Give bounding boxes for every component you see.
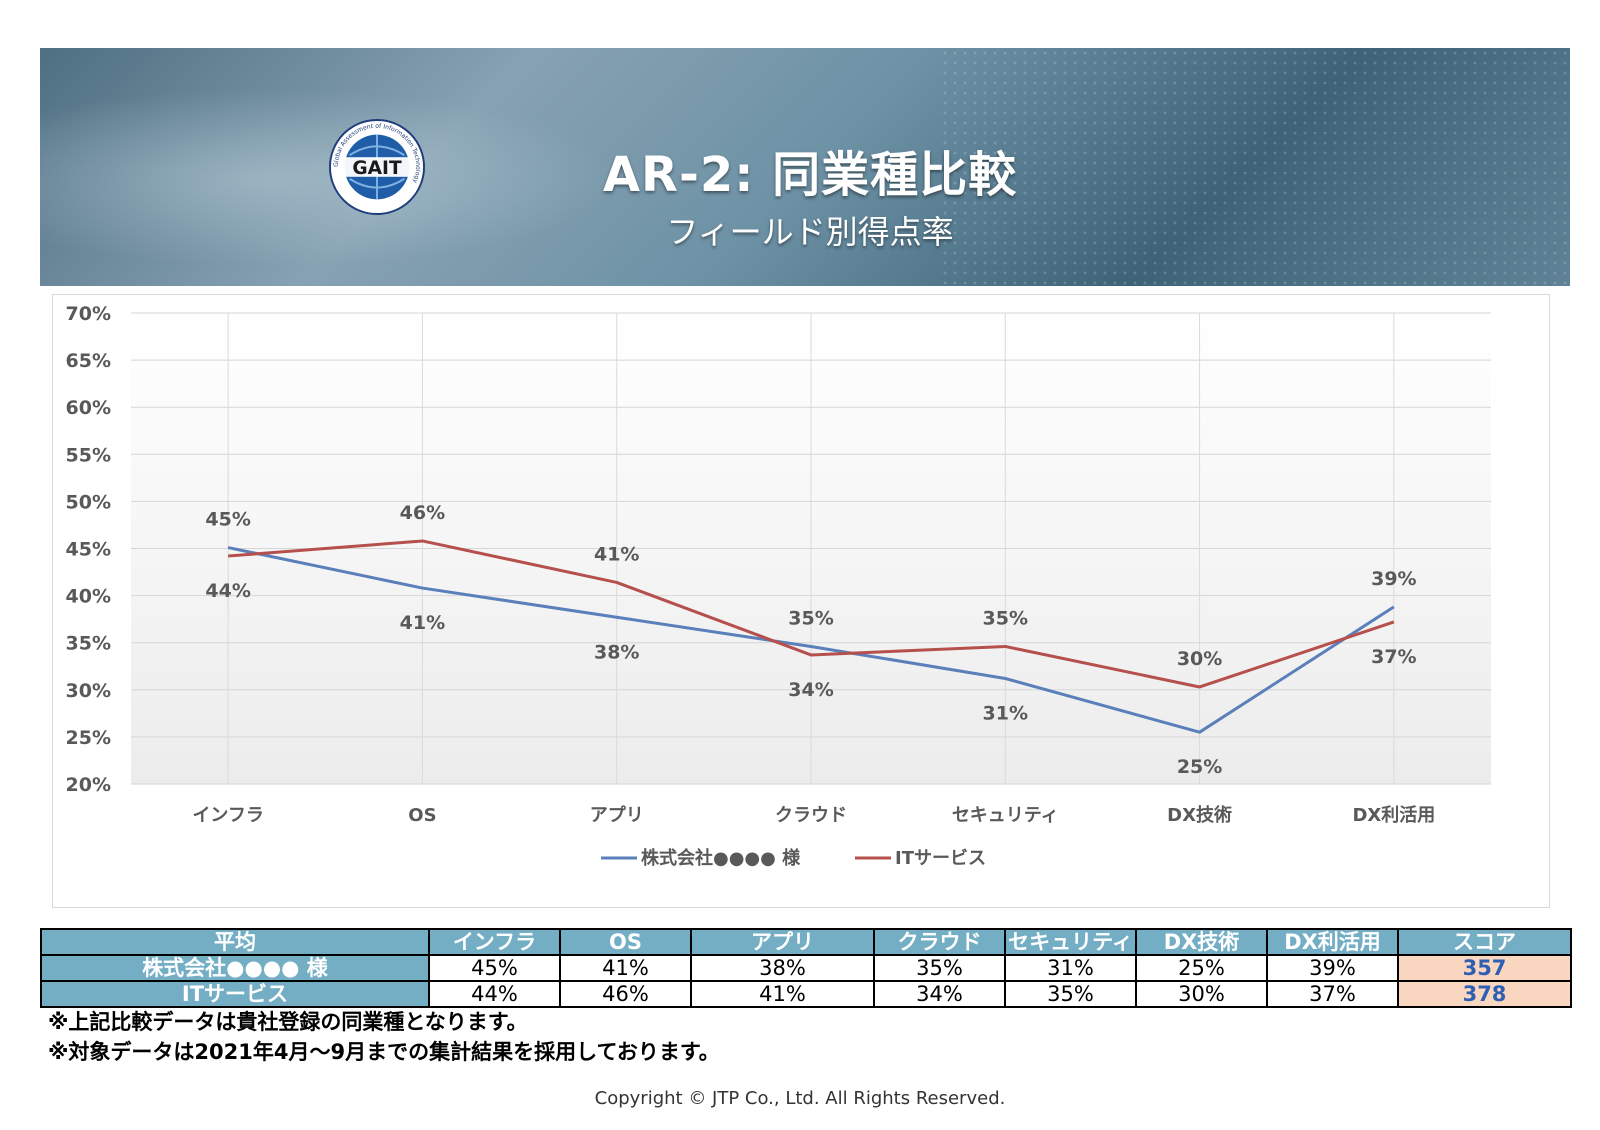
data-label: 31% — [983, 702, 1028, 724]
data-label: 46% — [400, 502, 445, 524]
data-label: 45% — [205, 509, 250, 531]
logo-mark: GAIT — [352, 158, 402, 179]
header-cell: スコア — [1397, 928, 1572, 956]
copyright: Copyright © JTP Co., Ltd. All Rights Res… — [594, 1088, 1006, 1109]
banner-glow — [40, 88, 620, 268]
y-tick-label: 25% — [66, 727, 111, 749]
table-cell: 44% — [428, 980, 561, 1008]
data-label: 30% — [1177, 648, 1222, 670]
y-tick-label: 20% — [66, 774, 111, 796]
y-tick-label: 50% — [66, 491, 111, 513]
header-cell: DX利活用 — [1266, 928, 1399, 956]
header-cell: クラウド — [873, 928, 1006, 956]
legend-label: ITサービス — [895, 848, 986, 869]
y-tick-label: 35% — [66, 633, 111, 655]
table-header-row: 平均 インフラ OS アプリ クラウド セキュリティ DX技術 DX利活用 スコ… — [40, 928, 1572, 956]
table-cell: 35% — [1004, 980, 1137, 1008]
data-label: 34% — [788, 679, 833, 701]
y-tick-label: 40% — [66, 586, 111, 608]
data-label: 35% — [788, 607, 833, 629]
data-label: 41% — [594, 543, 639, 565]
line-chart: 20% 25% 30% 35% 40% 45% 50% 55% 60% 65% 70% インフラ OS ア… — [66, 303, 1491, 869]
x-tick-label: セキュリティ — [952, 805, 1059, 826]
data-label: 25% — [1177, 756, 1222, 778]
footnote: ※対象データは2021年4月～9月までの集計結果を採用しております。 — [48, 1040, 720, 1064]
x-tick-label: DX技術 — [1167, 804, 1232, 826]
header-cell: アプリ — [690, 928, 875, 956]
chart-frame: 20% 25% 30% 35% 40% 45% 50% 55% 60% 65% 70% インフラ OS ア… — [52, 294, 1550, 908]
y-tick-label: 70% — [66, 303, 111, 325]
y-tick-label: 55% — [66, 444, 111, 466]
score-cell: 357 — [1397, 954, 1572, 982]
table-row: ITサービス 44% 46% 41% 34% 35% 30% 37% 378 — [40, 980, 1572, 1008]
row-label: 株式会社●●●● 様 — [40, 954, 430, 982]
row-label: ITサービス — [40, 980, 430, 1008]
gait-logo: GAIT Global Assessment of Information Te… — [328, 118, 426, 216]
header-cell: DX技術 — [1135, 928, 1268, 956]
y-tick-label: 30% — [66, 680, 111, 702]
summary-table: 平均 インフラ OS アプリ クラウド セキュリティ DX技術 DX利活用 スコ… — [40, 928, 1572, 1008]
score-cell: 378 — [1397, 980, 1572, 1008]
table-cell: 38% — [690, 954, 875, 982]
table-cell: 45% — [428, 954, 561, 982]
banner-pattern — [940, 48, 1570, 286]
header-cell: OS — [559, 928, 692, 956]
table-cell: 31% — [1004, 954, 1137, 982]
data-label: 44% — [205, 580, 250, 602]
data-label: 39% — [1371, 568, 1416, 590]
y-tick-label: 60% — [66, 397, 111, 419]
table-cell: 41% — [690, 980, 875, 1008]
data-label: 37% — [1371, 646, 1416, 668]
table-cell: 37% — [1266, 980, 1399, 1008]
table-cell: 35% — [873, 954, 1006, 982]
x-tick-label: クラウド — [775, 805, 847, 826]
data-label: 38% — [594, 641, 639, 663]
page-title: AR-2: 同業種比較 — [602, 147, 1018, 203]
x-tick-label: インフラ — [192, 805, 263, 826]
data-label: 41% — [400, 612, 445, 634]
header-cell: インフラ — [428, 928, 561, 956]
table-row: 株式会社●●●● 様 45% 41% 38% 35% 31% 25% 39% 3… — [40, 954, 1572, 982]
x-tick-label: DX利活用 — [1352, 804, 1435, 826]
x-tick-label: アプリ — [590, 804, 644, 826]
table-cell: 41% — [559, 954, 692, 982]
series-line-it-service — [228, 539, 1395, 689]
series-line-company — [227, 546, 1395, 734]
y-tick-label: 65% — [66, 350, 111, 372]
x-tick-label: OS — [408, 805, 436, 826]
page-subtitle: フィールド別得点率 — [666, 213, 954, 251]
table-cell: 30% — [1135, 980, 1268, 1008]
table-cell: 34% — [873, 980, 1006, 1008]
table-cell: 39% — [1266, 954, 1399, 982]
header-banner — [40, 48, 1570, 286]
header-cell: 平均 — [40, 928, 430, 956]
legend-label: 株式会社●●●● 様 — [641, 847, 801, 869]
y-tick-label: 45% — [66, 539, 111, 561]
header-cell: セキュリティ — [1004, 928, 1137, 956]
table-cell: 46% — [559, 980, 692, 1008]
footnote: ※上記比較データは貴社登録の同業種となります。 — [48, 1010, 528, 1034]
data-label: 35% — [983, 607, 1028, 629]
table-cell: 25% — [1135, 954, 1268, 982]
